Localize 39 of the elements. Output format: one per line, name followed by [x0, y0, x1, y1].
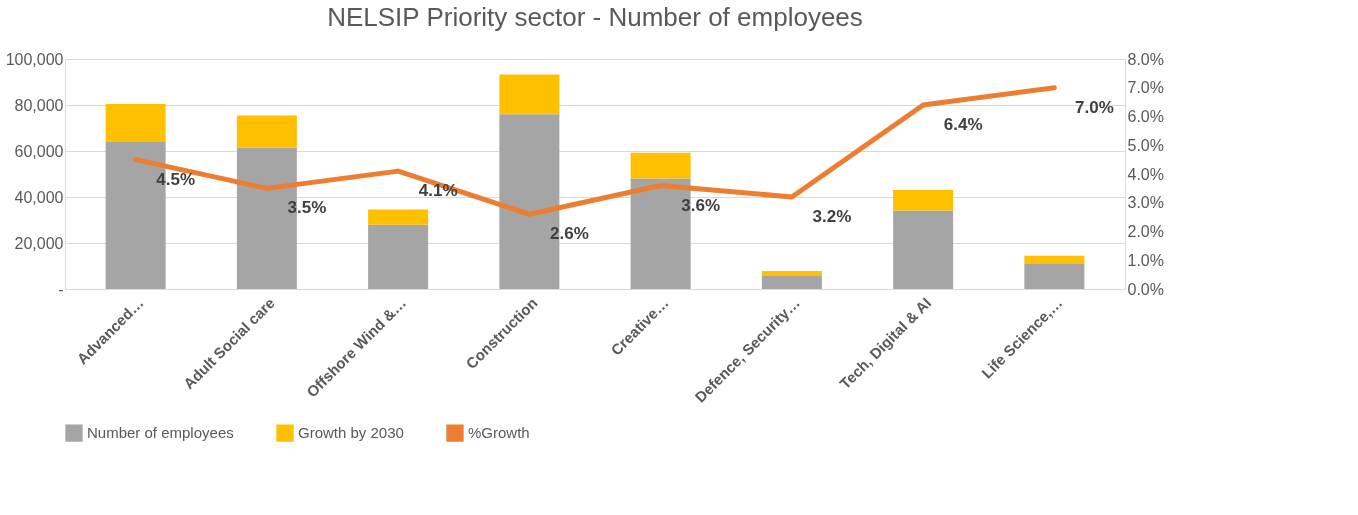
chart-title: NELSIP Priority sector - Number of employees: [327, 2, 863, 32]
y2-tick-label: 5.0%: [1127, 136, 1164, 154]
y2-tick-label: 0.0%: [1127, 280, 1164, 298]
legend-label: %Growth: [468, 424, 530, 442]
legend-label: Number of employees: [87, 424, 234, 442]
data-label: 6.4%: [943, 115, 983, 134]
bar: [1024, 263, 1085, 289]
y2-tick-label: 3.0%: [1127, 194, 1164, 212]
data-label: 2.6%: [550, 224, 589, 244]
y2-tick-label: 1.0%: [1127, 251, 1164, 269]
data-label: 4.1%: [418, 181, 458, 201]
y2-tick-label: 7.0%: [1127, 79, 1164, 97]
data-label: 7.0%: [1075, 97, 1114, 117]
bar: [1024, 255, 1085, 264]
y-tick-label: 80,000: [14, 96, 64, 114]
y2-tick-label: 8.0%: [1127, 50, 1164, 68]
y-tick-label: -: [58, 280, 64, 298]
bar: [368, 224, 429, 289]
y-tick-label: 60,000: [14, 142, 64, 160]
y2-tick-label: 4.0%: [1127, 165, 1164, 183]
y2-tick-label: 2.0%: [1127, 223, 1164, 240]
bar: [105, 104, 166, 142]
bar: [499, 74, 560, 115]
data-label: 4.5%: [156, 169, 195, 189]
y-tick-label: 100,000: [5, 50, 64, 68]
bar: [368, 209, 429, 225]
bar: [893, 210, 954, 289]
y-tick-label: 40,000: [14, 188, 64, 206]
bar: [893, 190, 954, 211]
data-label: 3.6%: [681, 195, 720, 215]
legend-label: Growth by 2030: [298, 424, 404, 442]
data-label: 3.2%: [812, 207, 852, 226]
bar: [761, 276, 822, 289]
y2-tick-label: 6.0%: [1127, 108, 1164, 125]
data-label: 3.5%: [287, 198, 327, 218]
y-tick-label: 20,000: [14, 234, 64, 252]
bar: [236, 115, 297, 148]
bar: [761, 271, 822, 277]
bar: [630, 152, 691, 179]
